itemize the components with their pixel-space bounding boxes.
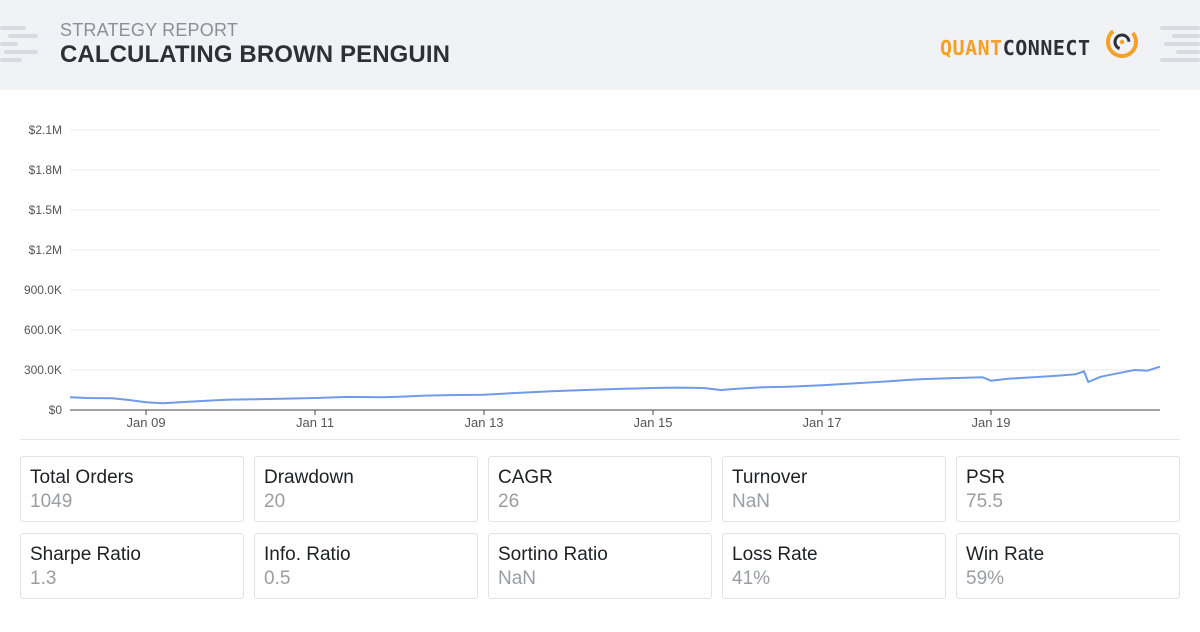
stat-card-psr: PSR 75.5 [956, 456, 1180, 522]
stat-value: 1049 [30, 491, 73, 512]
stat-label: Info. Ratio [264, 544, 351, 565]
x-tick-label: Jan 11 [296, 415, 334, 430]
chart-divider [20, 439, 1180, 440]
stat-label: Sharpe Ratio [30, 544, 141, 565]
y-tick-label: $2.1M [29, 123, 62, 137]
y-tick-label: 600.0K [24, 323, 62, 337]
strategy-title: CALCULATING BROWN PENGUIN [60, 41, 451, 68]
x-tick-label: Jan 19 [971, 415, 1010, 430]
stat-value: 59% [966, 568, 1005, 589]
logo-text-quant: QUANT [940, 36, 1003, 60]
stat-card-total-orders: Total Orders 1049 [20, 456, 244, 522]
stat-value: 41% [732, 568, 771, 589]
stat-label: PSR [966, 467, 1006, 488]
stat-card-cagr: CAGR 26 [488, 456, 712, 522]
x-tick-label: Jan 15 [633, 415, 672, 430]
equity-chart: $0 300.0K 600.0K 900.0K $1.2M $1.5M $1.8M $2.1M… [0, 112, 1200, 432]
stat-card-info-ratio: Info. Ratio 0.5 [254, 533, 478, 599]
y-tick-label: $1.8M [29, 163, 62, 177]
stat-label: Win Rate [966, 544, 1045, 565]
stats-grid: Total Orders 1049 Drawdown 20 CAGR 26 Tu… [20, 456, 1180, 599]
stat-value: 26 [498, 491, 520, 512]
stat-value: 1.3 [30, 568, 57, 589]
logo-text-connect: CONNECT [1002, 36, 1091, 60]
y-tick-label: $0 [49, 403, 63, 417]
report-subtitle: STRATEGY REPORT [60, 20, 239, 40]
y-tick-label: $1.2M [29, 243, 62, 257]
stat-value: 20 [264, 491, 286, 512]
stat-value: NaN [732, 491, 771, 512]
stat-label: Loss Rate [732, 544, 818, 565]
quantconnect-logo-icon [1106, 26, 1138, 58]
equity-chart-svg: $0 300.0K 600.0K 900.0K $1.2M $1.5M $1.8M $2.1M… [24, 123, 1161, 430]
report-header: STRATEGY REPORT CALCULATING BROWN PENGUI… [0, 0, 1200, 90]
stat-card-drawdown: Drawdown 20 [254, 456, 478, 522]
stat-label: Sortino Ratio [498, 544, 608, 565]
y-tick-label: 300.0K [24, 363, 62, 377]
x-tick-label: Jan 13 [465, 415, 504, 430]
stat-label: CAGR [498, 467, 553, 488]
stat-card-loss-rate: Loss Rate 41% [722, 533, 946, 599]
stat-card-win-rate: Win Rate 59% [956, 533, 1180, 599]
stat-card-sharpe-ratio: Sharpe Ratio 1.3 [20, 533, 244, 599]
stat-label: Drawdown [264, 467, 354, 488]
y-tick-label: $1.5M [29, 203, 62, 217]
stat-value: 75.5 [966, 491, 1003, 512]
stat-label: Total Orders [30, 467, 134, 488]
logo-wordmark: QUANTCONNECT [940, 36, 1091, 60]
x-tick-label: Jan 17 [802, 415, 841, 430]
y-tick-label: 900.0K [24, 283, 62, 297]
equity-series-line [69, 365, 1161, 405]
stat-label: Turnover [732, 467, 808, 488]
stat-value: NaN [498, 568, 537, 589]
stat-card-turnover: Turnover NaN [722, 456, 946, 522]
x-tick-label: Jan 09 [127, 415, 166, 430]
stat-value: 0.5 [264, 568, 291, 589]
stat-card-sortino-ratio: Sortino Ratio NaN [488, 533, 712, 599]
